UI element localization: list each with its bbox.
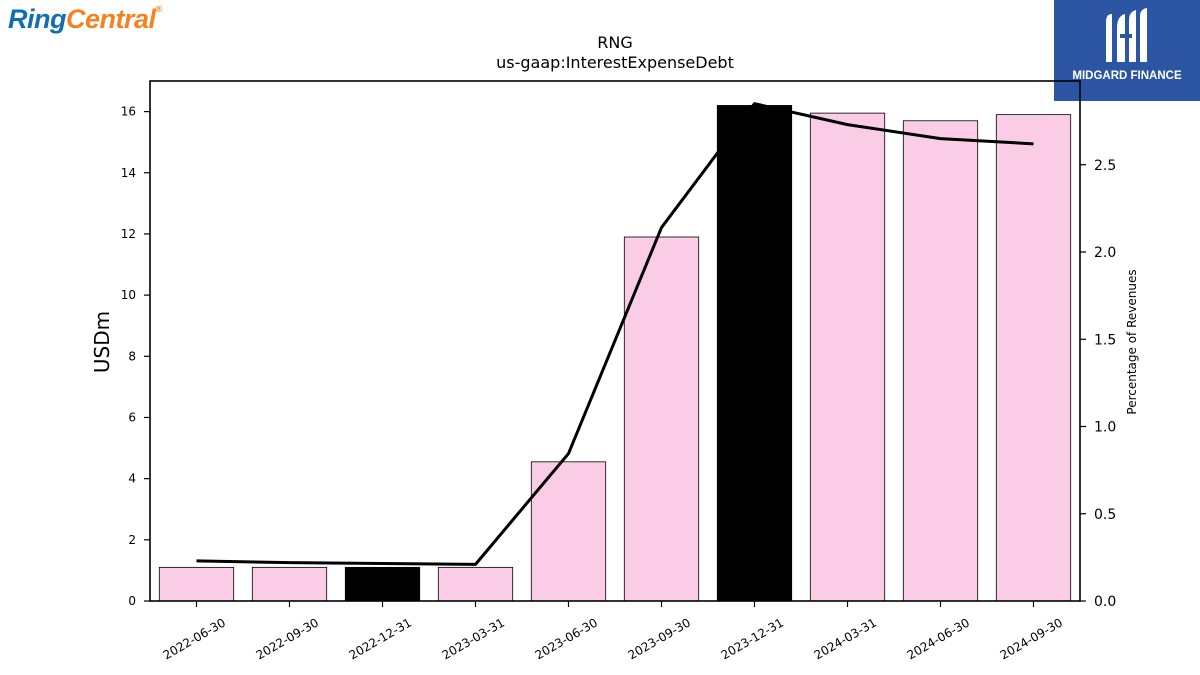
y2-tick-label: 2.0 (1094, 245, 1116, 261)
x-tick-label: 2023-03-31 (440, 615, 507, 662)
y2-tick-label: 0.5 (1094, 507, 1116, 523)
logo-registered-mark: ® (155, 4, 163, 14)
x-tick-label: 2023-06-30 (533, 615, 600, 662)
bar-2022-06-30 (158, 566, 235, 602)
y2-axis-label: Percentage of Revenues (1125, 269, 1139, 414)
bar-series (158, 105, 1072, 602)
bar-2023-03-31 (437, 566, 514, 602)
y2-tick-label: 1.0 (1094, 420, 1116, 436)
x-tick-label: 2022-09-30 (254, 615, 321, 662)
y-tick-label: 8 (128, 349, 136, 363)
y2-tick-label: 1.5 (1094, 332, 1116, 348)
y-tick-label: 4 (128, 472, 136, 486)
x-tick-label: 2022-12-31 (347, 615, 414, 662)
midgard-m-logo-icon (1106, 8, 1147, 62)
percentage-line (196, 102, 1034, 566)
x-tick-label: 2023-12-31 (719, 615, 786, 662)
ringcentral-logo: RingCentral® (8, 4, 162, 35)
bar-2024-03-31 (809, 112, 886, 602)
midgard-brand-text: MIDGARD FINANCE (1072, 70, 1182, 82)
x-tick-label: 2022-06-30 (161, 615, 228, 662)
logo-ring-text: Ring (8, 4, 67, 34)
y-tick-label: 10 (121, 288, 136, 302)
x-tick-label: 2024-09-30 (998, 615, 1065, 662)
x-tick-label: 2024-06-30 (905, 615, 972, 662)
bar-2024-06-30 (902, 120, 979, 602)
midgard-finance-logo: MIDGARD FINANCE (1054, 0, 1200, 101)
y-tick-label: 2 (128, 533, 136, 547)
y2-tick-label: 2.5 (1094, 158, 1116, 174)
line-series (196, 102, 1034, 566)
y-tick-label: 16 (121, 105, 136, 119)
bar-2022-09-30 (251, 566, 328, 602)
chart-title: RNG (597, 33, 632, 52)
y-tick-label: 6 (128, 410, 136, 424)
bar-2023-12-31 (716, 105, 793, 602)
y2-tick-label: 0.0 (1094, 594, 1116, 610)
plot-frame (149, 80, 1081, 602)
y-tick-label: 14 (121, 166, 136, 180)
bar-2024-09-30 (995, 114, 1072, 602)
bar-2023-09-30 (623, 236, 700, 602)
y-axis-label: USDm (90, 311, 114, 373)
y-tick-label: 12 (121, 227, 136, 241)
y-tick-label: 0 (128, 594, 136, 608)
chart-subtitle: us-gaap:InterestExpenseDebt (496, 53, 734, 72)
x-tick-label: 2023-09-30 (626, 615, 693, 662)
x-tick-label: 2024-03-31 (812, 615, 879, 662)
bar-2022-12-31 (344, 566, 421, 602)
logo-central-text: Central (66, 4, 156, 34)
